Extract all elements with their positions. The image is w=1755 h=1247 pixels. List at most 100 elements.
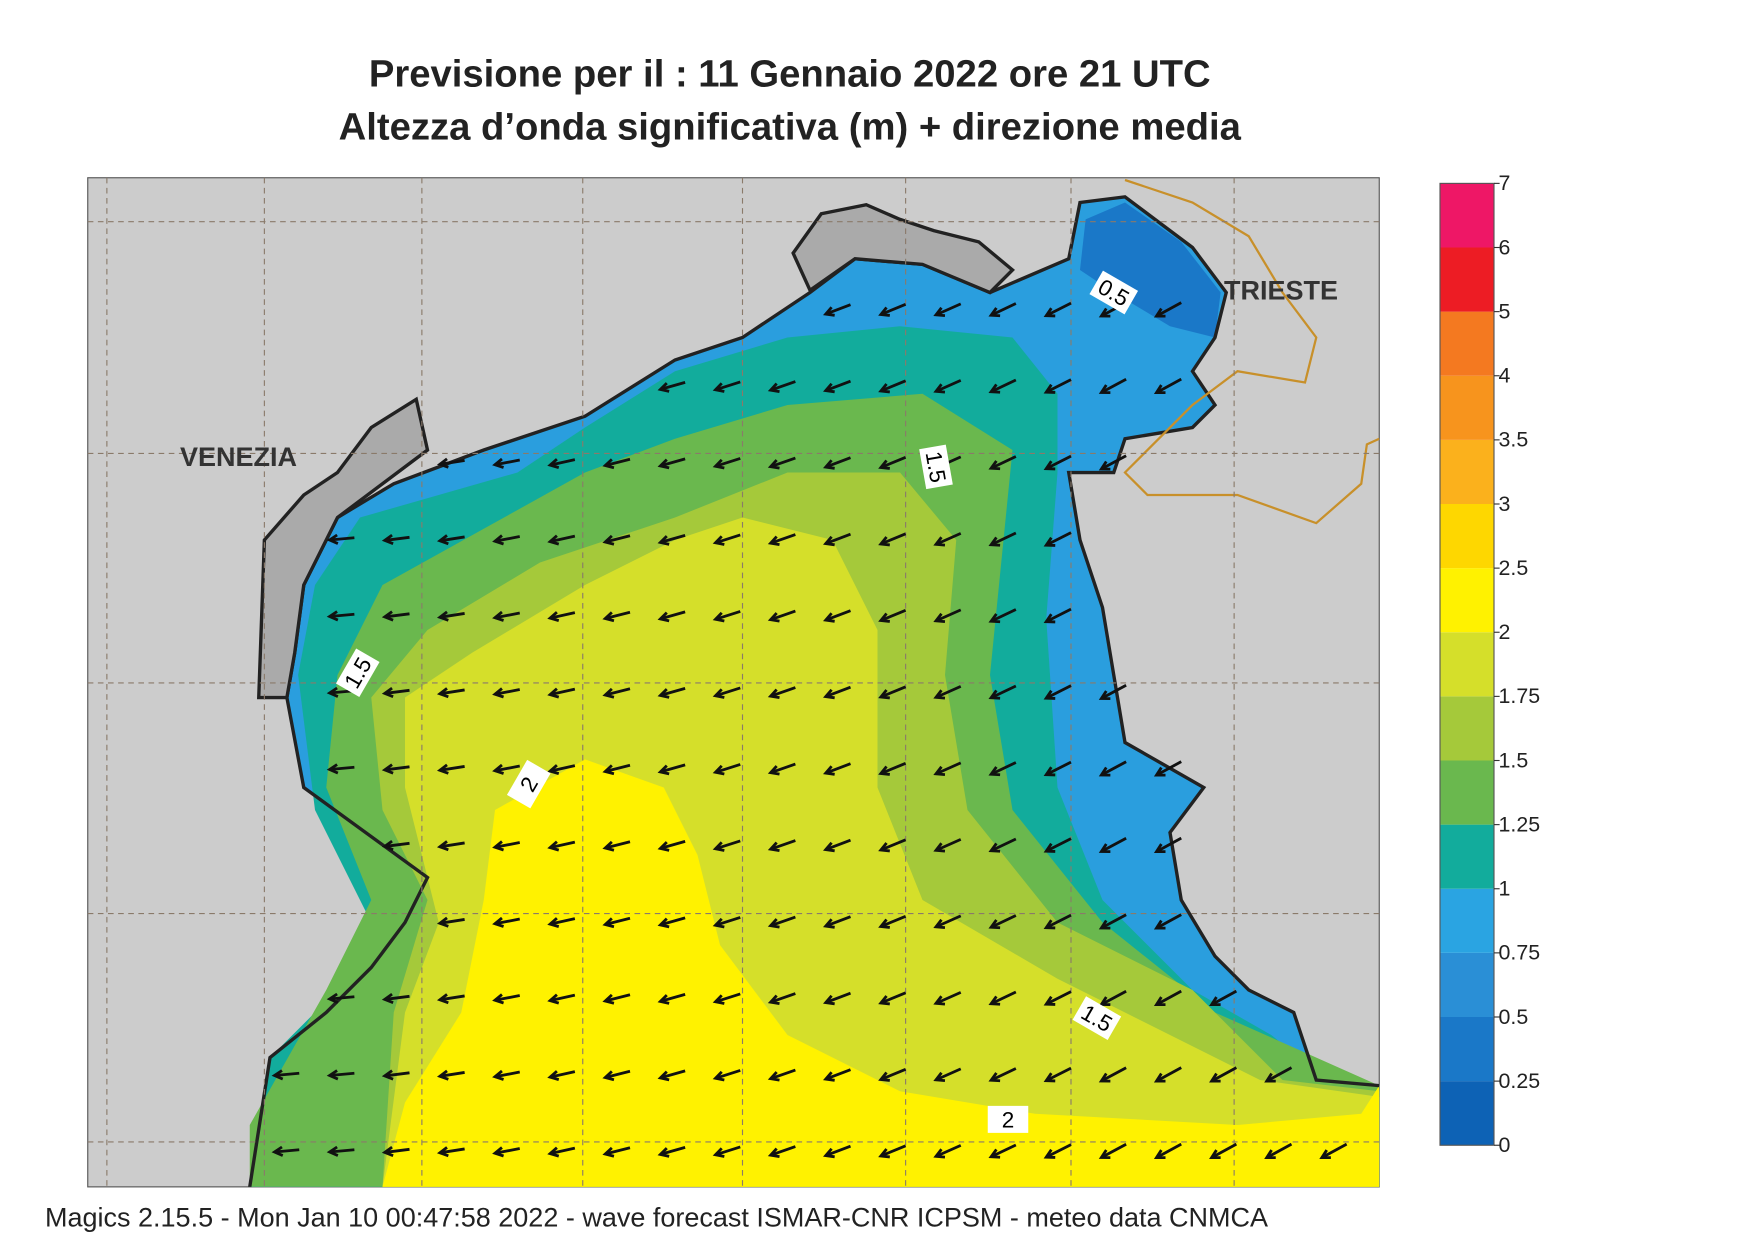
arrow-head xyxy=(1319,1149,1331,1160)
arrow xyxy=(604,916,631,926)
arrow-head xyxy=(712,611,725,623)
arrow-head xyxy=(657,764,670,776)
colorbar-segment xyxy=(1440,247,1494,312)
arrow xyxy=(494,611,521,620)
arrow xyxy=(880,532,907,546)
arrow xyxy=(1100,454,1127,471)
arrow xyxy=(880,608,907,622)
arrow-head xyxy=(933,306,946,318)
contour-label-group: 2 xyxy=(506,759,551,809)
arrow-head xyxy=(1098,1072,1111,1083)
arrow-head xyxy=(381,763,394,775)
arrow-head xyxy=(657,841,670,852)
arrow xyxy=(494,1147,521,1155)
arrow xyxy=(770,992,796,1004)
arrow xyxy=(659,1146,686,1156)
arrow-head xyxy=(326,763,339,775)
arrow-head xyxy=(381,687,394,699)
arrow xyxy=(384,535,410,542)
arrow-head xyxy=(436,993,449,1005)
arrow xyxy=(880,991,907,1005)
arrow-head xyxy=(436,687,449,699)
arrow xyxy=(1045,760,1072,776)
arrow-head xyxy=(878,383,890,394)
arrow-head xyxy=(547,764,560,775)
arrow-head xyxy=(988,383,1001,394)
arrow-head xyxy=(1043,307,1056,318)
colorbar-label: 1 xyxy=(1499,877,1511,901)
subtitle: Altezza d’onda significativa (m) + direz… xyxy=(339,106,1242,149)
arrow-head xyxy=(767,612,780,623)
arrow-head xyxy=(492,457,504,469)
arrow-head xyxy=(492,840,504,852)
arrow xyxy=(439,994,465,1002)
arrow xyxy=(715,533,741,545)
arrow-head xyxy=(878,1071,890,1082)
arrow-head xyxy=(712,994,725,1005)
contour-label-bg xyxy=(987,1105,1029,1133)
contour-label-bg xyxy=(335,648,380,698)
arrow-head xyxy=(767,382,780,394)
arrow xyxy=(1100,836,1127,853)
arrow-head xyxy=(602,840,615,852)
colorbar: 0 0.25 0.5 0.75 1 1.25 1.5 1.75 2 2.5 3 3.5 4 5 6 7 xyxy=(1439,171,1541,1157)
arrow xyxy=(990,684,1017,700)
arrow xyxy=(715,839,741,851)
arrow xyxy=(880,914,907,928)
arrow-head xyxy=(657,688,670,699)
arrow xyxy=(1155,989,1182,1006)
arrow-head xyxy=(547,1070,560,1081)
arrow xyxy=(659,534,686,544)
arrow xyxy=(1045,1143,1072,1159)
arrow xyxy=(439,1147,465,1155)
arrow xyxy=(990,302,1017,317)
arrow xyxy=(329,765,355,771)
arrow xyxy=(715,992,741,1004)
arrow-head xyxy=(933,918,946,930)
arrow xyxy=(825,609,851,622)
arrow-head xyxy=(326,992,339,1004)
arrow xyxy=(439,535,465,543)
arrow xyxy=(1100,913,1127,930)
colorbar-segment xyxy=(1440,311,1494,376)
colorbar-segment xyxy=(1440,888,1494,953)
arrow xyxy=(825,685,851,698)
arrow xyxy=(935,991,962,1005)
arrow xyxy=(825,456,851,469)
colorbar-segment xyxy=(1440,1017,1494,1082)
arrow-head xyxy=(823,918,835,929)
arrow xyxy=(715,380,741,392)
arrow-head xyxy=(933,1071,946,1083)
arrow-head xyxy=(988,460,1001,471)
arrow-head xyxy=(988,995,1001,1006)
arrow-head xyxy=(657,917,670,929)
colorbar-label: 3 xyxy=(1499,492,1511,516)
arrow xyxy=(1210,1066,1238,1083)
arrow xyxy=(1045,454,1072,470)
arrow xyxy=(329,612,355,618)
arrow-head xyxy=(492,916,504,928)
arrow xyxy=(274,1071,300,1077)
arrow-head xyxy=(823,612,835,623)
arrow xyxy=(880,685,907,699)
arrow-head xyxy=(1043,766,1056,777)
arrow xyxy=(604,840,631,850)
arrow-head xyxy=(547,1146,560,1158)
colorbar-label: 0.75 xyxy=(1499,941,1541,965)
arrow xyxy=(770,533,796,545)
arrow xyxy=(825,991,851,1004)
arrow xyxy=(935,914,962,929)
arrow-head xyxy=(878,765,890,776)
arrow xyxy=(715,1069,741,1080)
arrow-head xyxy=(326,610,339,622)
arrow xyxy=(329,536,355,542)
arrow xyxy=(274,1148,300,1154)
arrow-head xyxy=(712,764,725,776)
arrow-head xyxy=(1153,843,1166,854)
arrow xyxy=(1045,378,1072,394)
arrow-head xyxy=(767,535,780,547)
arrow xyxy=(439,459,465,466)
arrow xyxy=(659,610,686,621)
arrow-head xyxy=(1043,460,1056,471)
arrow xyxy=(439,612,465,619)
